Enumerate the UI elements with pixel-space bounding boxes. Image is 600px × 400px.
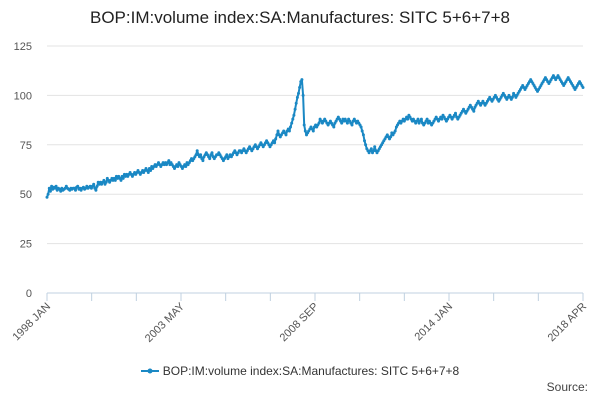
data-point[interactable] [369, 147, 373, 151]
data-point[interactable] [297, 91, 300, 95]
data-point[interactable] [276, 129, 280, 133]
chart-title: BOP:IM:volume index:SA:Manufactures: SIT… [89, 8, 510, 27]
data-point[interactable] [46, 192, 50, 196]
data-point[interactable] [48, 189, 52, 193]
data-point[interactable] [311, 129, 315, 133]
data-point[interactable] [350, 123, 354, 127]
data-point[interactable] [289, 125, 292, 129]
data-point[interactable] [201, 159, 205, 163]
legend-marker-icon [140, 368, 159, 374]
data-point[interactable] [273, 141, 277, 145]
data-point[interactable] [419, 117, 423, 121]
data-point[interactable] [425, 117, 429, 121]
data-point[interactable] [76, 184, 80, 188]
x-tick-label: 2003 MAY [143, 300, 188, 345]
data-point[interactable] [290, 121, 294, 125]
data-point[interactable] [149, 169, 153, 172]
data-point[interactable] [54, 184, 58, 188]
data-point[interactable] [146, 171, 150, 174]
data-point[interactable] [208, 157, 212, 161]
data-point[interactable] [340, 121, 344, 125]
data-point[interactable] [184, 165, 188, 168]
data-point[interactable] [301, 93, 305, 97]
data-point[interactable] [389, 135, 393, 139]
data-point[interactable] [359, 125, 363, 129]
y-tick-label: 50 [20, 189, 32, 201]
data-point[interactable] [102, 178, 106, 182]
data-point[interactable] [274, 137, 278, 141]
data-point[interactable] [121, 176, 125, 180]
data-point[interactable] [94, 188, 98, 192]
data-point[interactable] [303, 129, 307, 133]
data-point[interactable] [510, 95, 514, 99]
x-tick-label: 1998 JAN [10, 301, 53, 344]
x-tick-label: 2008 SEP [278, 301, 322, 345]
data-point[interactable] [302, 123, 306, 127]
data-point[interactable] [300, 78, 304, 82]
data-point[interactable] [45, 195, 49, 199]
data-point[interactable] [293, 107, 297, 111]
data-point[interactable] [373, 145, 377, 149]
data-point[interactable] [104, 180, 108, 184]
data-point[interactable] [406, 117, 410, 121]
data-point[interactable] [113, 178, 117, 182]
series-points [45, 74, 585, 199]
data-point[interactable] [361, 133, 365, 137]
data-point[interactable] [292, 113, 296, 117]
data-point[interactable] [176, 165, 180, 168]
data-point[interactable] [199, 153, 203, 157]
data-point[interactable] [372, 149, 376, 153]
data-point[interactable] [360, 129, 364, 133]
x-tick-label: 2018 APR [546, 301, 590, 345]
data-point[interactable] [581, 86, 585, 89]
data-point[interactable] [472, 109, 476, 113]
data-point[interactable] [317, 121, 321, 125]
data-point[interactable] [440, 117, 444, 121]
data-point[interactable] [167, 159, 171, 163]
data-point[interactable] [195, 149, 199, 153]
y-axis-ticks: 0 25 50 75 100 125 [14, 41, 32, 300]
legend-label: BOP:IM:volume index:SA:Manufactures: SIT… [162, 364, 460, 378]
data-point[interactable] [225, 153, 229, 157]
data-point[interactable] [74, 188, 77, 192]
x-tick-label: 2014 JAN [412, 301, 455, 344]
y-tick-label: 100 [14, 90, 32, 102]
data-point[interactable] [454, 111, 457, 115]
data-point[interactable] [393, 129, 397, 133]
data-point[interactable] [345, 121, 349, 125]
data-point[interactable] [295, 95, 299, 99]
y-tick-label: 25 [20, 239, 32, 251]
data-point[interactable] [284, 133, 288, 137]
data-point[interactable] [194, 153, 198, 157]
data-point[interactable] [416, 117, 420, 121]
x-axis-ticks: 1998 JAN 2003 MAY 2008 SEP 2014 JAN 2018 APR [10, 293, 589, 345]
legend: BOP:IM:volume index:SA:Manufactures: SIT… [0, 364, 600, 379]
data-point[interactable] [298, 86, 302, 89]
data-point[interactable] [47, 186, 51, 190]
data-point[interactable] [119, 178, 123, 182]
source-label: Source: [546, 380, 588, 394]
legend-item[interactable]: BOP:IM:volume index:SA:Manufactures: SIT… [140, 364, 460, 378]
data-point[interactable] [287, 129, 291, 133]
data-point[interactable] [294, 101, 298, 105]
gridlines [47, 45, 583, 245]
y-tick-label: 0 [26, 288, 32, 300]
data-point[interactable] [332, 125, 336, 129]
data-point[interactable] [291, 117, 295, 121]
y-tick-label: 75 [20, 140, 32, 152]
data-point[interactable] [210, 151, 214, 155]
data-point[interactable] [275, 133, 279, 137]
data-point[interactable] [363, 139, 366, 143]
data-point[interactable] [364, 143, 368, 147]
data-point[interactable] [92, 182, 96, 186]
y-tick-label: 125 [14, 41, 32, 53]
data-point[interactable] [95, 184, 99, 188]
